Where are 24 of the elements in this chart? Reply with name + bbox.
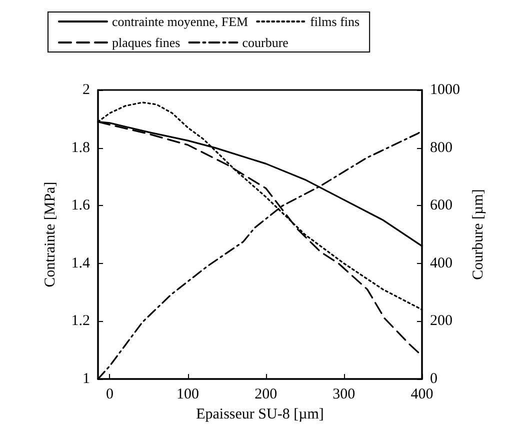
y-tick-label: 1.2 [71, 313, 90, 330]
y2-tick-label: 200 [430, 313, 452, 330]
y2-tick-label: 1000 [430, 82, 460, 98]
y2-tick-label: 0 [430, 371, 438, 387]
x-tick-label: 400 [410, 386, 434, 402]
y2-tick-label: 400 [430, 255, 452, 272]
y2-axis-title: Courbure [µm] [470, 189, 486, 280]
y-axis-title: Contrainte [MPa] [42, 182, 58, 288]
legend-label: films fins [310, 14, 360, 29]
legend-label: courbure [242, 35, 289, 50]
y-tick-label: 1.8 [71, 140, 90, 156]
x-tick-label: 200 [254, 386, 278, 402]
y2-tick-label: 800 [430, 140, 452, 156]
y2-tick-label: 600 [430, 198, 452, 214]
y-tick-label: 2 [82, 82, 90, 98]
legend-label: plaques fines [112, 35, 180, 50]
x-tick-label: 0 [106, 386, 114, 402]
y-tick-label: 1 [82, 371, 90, 387]
y-tick-label: 1.6 [71, 198, 90, 214]
legend-label: contrainte moyenne, FEM [112, 14, 249, 29]
y-tick-label: 1.4 [71, 255, 90, 272]
x-tick-label: 300 [332, 386, 356, 402]
x-axis-title: Epaisseur SU-8 [µm] [196, 406, 324, 422]
x-tick-label: 100 [176, 386, 200, 402]
